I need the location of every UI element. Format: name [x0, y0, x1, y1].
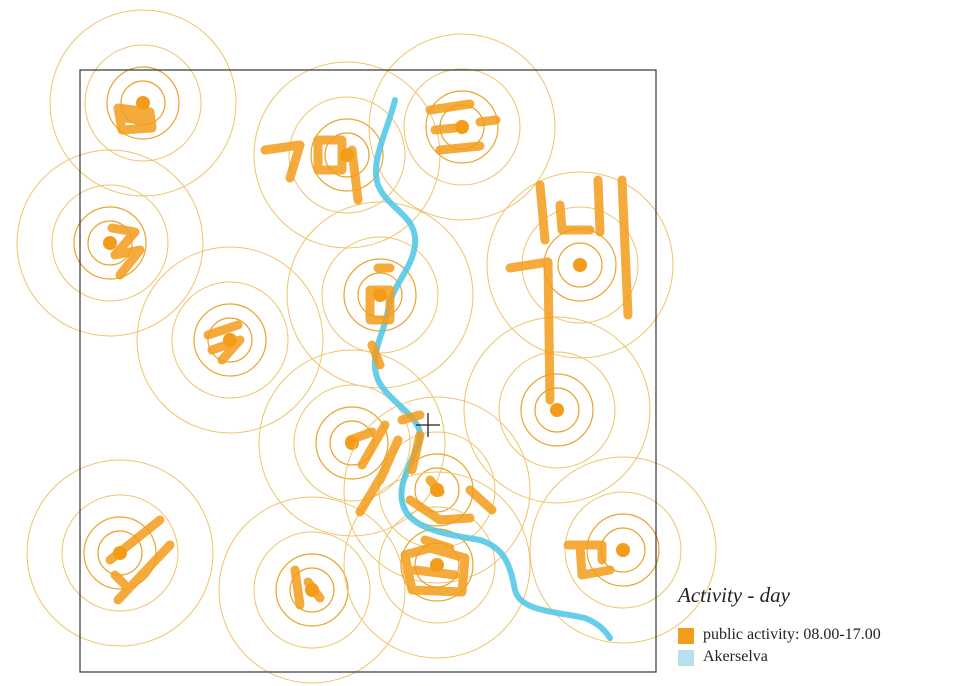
activity-sketch	[505, 175, 633, 405]
activity-ring	[289, 567, 335, 613]
activity-ring	[207, 317, 253, 363]
activity-sketches	[105, 99, 633, 610]
activity-center	[550, 403, 564, 417]
activity-sketch	[290, 565, 325, 610]
activity-ring	[73, 206, 147, 280]
activity-ring	[586, 513, 660, 587]
activity-ring	[378, 506, 496, 624]
legend-label: Akerselva	[703, 648, 768, 665]
activity-sketch	[260, 135, 363, 205]
activity-sketch	[563, 540, 615, 580]
activity-ring	[16, 149, 204, 337]
activity-ring	[293, 384, 411, 502]
activity-ring	[463, 316, 651, 504]
activity-sketch	[425, 99, 501, 155]
activity-center	[103, 236, 117, 250]
activity-ring	[520, 373, 594, 447]
activity-ring	[534, 387, 580, 433]
activity-ring	[425, 90, 499, 164]
activity-ring	[171, 281, 289, 399]
activity-ring	[498, 351, 616, 469]
activity-ring	[310, 118, 384, 192]
site-frame	[79, 69, 657, 673]
activity-ring	[275, 553, 349, 627]
activity-ring	[218, 496, 406, 684]
activity-ring	[403, 68, 521, 186]
activity-ring	[49, 9, 237, 197]
activity-ring	[136, 246, 324, 434]
activity-ring	[106, 66, 180, 140]
legend-title: Activity - day	[676, 583, 791, 607]
activity-ring	[288, 96, 406, 214]
activity-ring	[258, 349, 446, 537]
activity-ring	[26, 459, 214, 647]
legend-label: public activity: 08.00-17.00	[703, 626, 881, 643]
crosshair	[416, 413, 440, 437]
activity-sketch	[345, 410, 425, 517]
activity-ring	[343, 471, 531, 659]
activity-ring	[414, 467, 460, 513]
activity-ring	[368, 33, 556, 221]
activity-ring	[253, 531, 371, 649]
activity-sketch	[107, 223, 145, 280]
activity-sketch	[365, 263, 395, 370]
activity-ring	[193, 303, 267, 377]
activity-ring	[315, 406, 389, 480]
activity-sketch	[405, 475, 497, 525]
activity-ring	[343, 396, 531, 584]
activity-ring	[51, 184, 169, 302]
activity-ring	[557, 242, 603, 288]
activity-ring	[84, 44, 202, 162]
activity-sketch	[400, 535, 470, 597]
activity-ring	[61, 494, 179, 612]
activity-ring	[529, 456, 717, 644]
activity-sketch	[113, 103, 157, 135]
legend-swatch	[678, 628, 694, 644]
activity-center	[616, 543, 630, 557]
activity-ring	[83, 516, 157, 590]
activity-ring	[324, 132, 370, 178]
activity-ring	[87, 220, 133, 266]
activity-ring	[564, 491, 682, 609]
activity-center	[573, 258, 587, 272]
legend-swatch	[678, 650, 694, 666]
activity-sketch	[203, 320, 245, 365]
activity-ring	[486, 171, 674, 359]
activity-sketch	[105, 515, 175, 605]
